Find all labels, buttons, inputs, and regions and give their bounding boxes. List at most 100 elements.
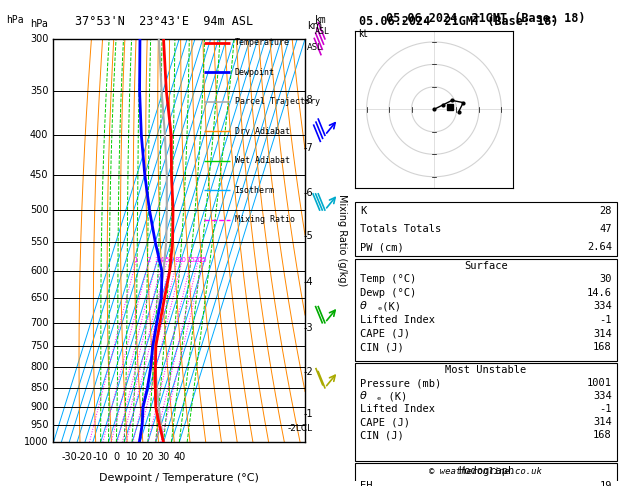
Bar — [355, 259, 617, 361]
Text: 300: 300 — [30, 34, 48, 44]
Text: Dry Adiabat: Dry Adiabat — [235, 127, 289, 136]
Text: CIN (J): CIN (J) — [360, 343, 404, 352]
Text: 550: 550 — [30, 237, 48, 247]
Text: 168: 168 — [593, 430, 612, 440]
Text: 700: 700 — [30, 318, 48, 328]
Text: -7: -7 — [303, 142, 313, 153]
Text: 650: 650 — [30, 293, 48, 303]
Text: 6: 6 — [168, 257, 173, 262]
Text: -20: -20 — [77, 452, 93, 462]
Text: 05.06.2024  21GMT (Base: 18): 05.06.2024 21GMT (Base: 18) — [386, 12, 586, 25]
Text: 1: 1 — [133, 257, 138, 262]
Text: Hodograph: Hodograph — [458, 466, 514, 476]
Text: 10: 10 — [126, 452, 138, 462]
Text: -1: -1 — [303, 409, 313, 419]
Text: 8: 8 — [174, 257, 179, 262]
Text: 600: 600 — [30, 266, 48, 276]
Bar — [355, 202, 617, 256]
Text: -2: -2 — [303, 367, 313, 378]
Text: 19: 19 — [599, 481, 612, 486]
Text: 950: 950 — [30, 420, 48, 430]
Text: 350: 350 — [30, 86, 48, 96]
Text: -6: -6 — [303, 188, 313, 198]
Text: 25: 25 — [199, 257, 208, 262]
Text: 1000: 1000 — [24, 437, 48, 447]
Text: Dewpoint: Dewpoint — [235, 68, 275, 77]
Text: Lifted Index: Lifted Index — [360, 315, 435, 325]
Text: Surface: Surface — [464, 260, 508, 271]
Text: Dewp (°C): Dewp (°C) — [360, 288, 416, 298]
Text: Parcel Trajectory: Parcel Trajectory — [235, 97, 320, 106]
Text: 400: 400 — [30, 130, 48, 140]
Text: 14.6: 14.6 — [587, 288, 612, 298]
Text: 30: 30 — [157, 452, 170, 462]
Text: -1: -1 — [599, 315, 612, 325]
Text: K: K — [360, 206, 366, 216]
Text: 10: 10 — [177, 257, 186, 262]
Text: 750: 750 — [30, 341, 48, 351]
Text: 4: 4 — [160, 257, 164, 262]
Text: -2LCL: -2LCL — [288, 424, 313, 433]
Text: Totals Totals: Totals Totals — [360, 224, 442, 234]
Text: 900: 900 — [30, 402, 48, 412]
Text: -3: -3 — [303, 323, 313, 332]
Text: Mixing Ratio: Mixing Ratio — [235, 215, 294, 224]
Text: 334: 334 — [593, 301, 612, 312]
Text: 20: 20 — [142, 452, 154, 462]
Text: 30: 30 — [599, 274, 612, 284]
Text: EH: EH — [360, 481, 372, 486]
Text: 47: 47 — [599, 224, 612, 234]
Text: 3: 3 — [154, 257, 159, 262]
Text: © weatheronline.co.uk: © weatheronline.co.uk — [430, 468, 542, 476]
Text: 15: 15 — [186, 257, 195, 262]
Text: θ: θ — [360, 391, 367, 401]
Text: ASL: ASL — [308, 43, 323, 52]
Text: hPa: hPa — [6, 15, 24, 25]
Text: 28: 28 — [599, 206, 612, 216]
Text: Lifted Index: Lifted Index — [360, 404, 435, 414]
Bar — [355, 464, 617, 486]
Text: km: km — [314, 15, 326, 25]
Text: CAPE (J): CAPE (J) — [360, 329, 410, 339]
Text: 2: 2 — [146, 257, 150, 262]
Text: 314: 314 — [593, 417, 612, 427]
Text: 0: 0 — [113, 452, 120, 462]
Text: Dewpoint / Temperature (°C): Dewpoint / Temperature (°C) — [99, 472, 259, 483]
Text: ₑ(K): ₑ(K) — [376, 301, 401, 312]
Text: 40: 40 — [173, 452, 186, 462]
Text: kt: kt — [358, 30, 367, 39]
Text: Mixing Ratio (g/kg): Mixing Ratio (g/kg) — [338, 194, 347, 287]
Text: ₑ (K): ₑ (K) — [376, 391, 408, 401]
Text: Temperature: Temperature — [235, 38, 289, 48]
Text: PW (cm): PW (cm) — [360, 242, 404, 252]
Text: 168: 168 — [593, 343, 612, 352]
Text: 450: 450 — [30, 170, 48, 180]
Text: 37°53'N  23°43'E  94m ASL: 37°53'N 23°43'E 94m ASL — [75, 15, 253, 28]
Text: km: km — [308, 21, 323, 31]
Text: 2.64: 2.64 — [587, 242, 612, 252]
Text: 5: 5 — [164, 257, 169, 262]
Text: 334: 334 — [593, 391, 612, 401]
Text: 314: 314 — [593, 329, 612, 339]
Text: Temp (°C): Temp (°C) — [360, 274, 416, 284]
Text: -30: -30 — [61, 452, 77, 462]
Text: 800: 800 — [30, 363, 48, 372]
Text: 500: 500 — [30, 205, 48, 215]
Text: Pressure (mb): Pressure (mb) — [360, 378, 442, 388]
Text: ASL: ASL — [314, 27, 330, 36]
Text: hPa: hPa — [31, 19, 48, 29]
Text: -4: -4 — [303, 277, 313, 287]
Text: -1: -1 — [599, 404, 612, 414]
Text: 05.06.2024  21GMT (Base: 18): 05.06.2024 21GMT (Base: 18) — [359, 15, 558, 28]
Text: 1001: 1001 — [587, 378, 612, 388]
Text: CIN (J): CIN (J) — [360, 430, 404, 440]
Text: Wet Adiabat: Wet Adiabat — [235, 156, 289, 165]
Text: Isotherm: Isotherm — [235, 186, 275, 195]
Text: CAPE (J): CAPE (J) — [360, 417, 410, 427]
Text: Most Unstable: Most Unstable — [445, 365, 526, 375]
Bar — [355, 364, 617, 461]
Text: θ: θ — [360, 301, 367, 312]
Text: -8: -8 — [303, 95, 313, 105]
Text: 20: 20 — [193, 257, 202, 262]
Text: -5: -5 — [303, 231, 313, 241]
